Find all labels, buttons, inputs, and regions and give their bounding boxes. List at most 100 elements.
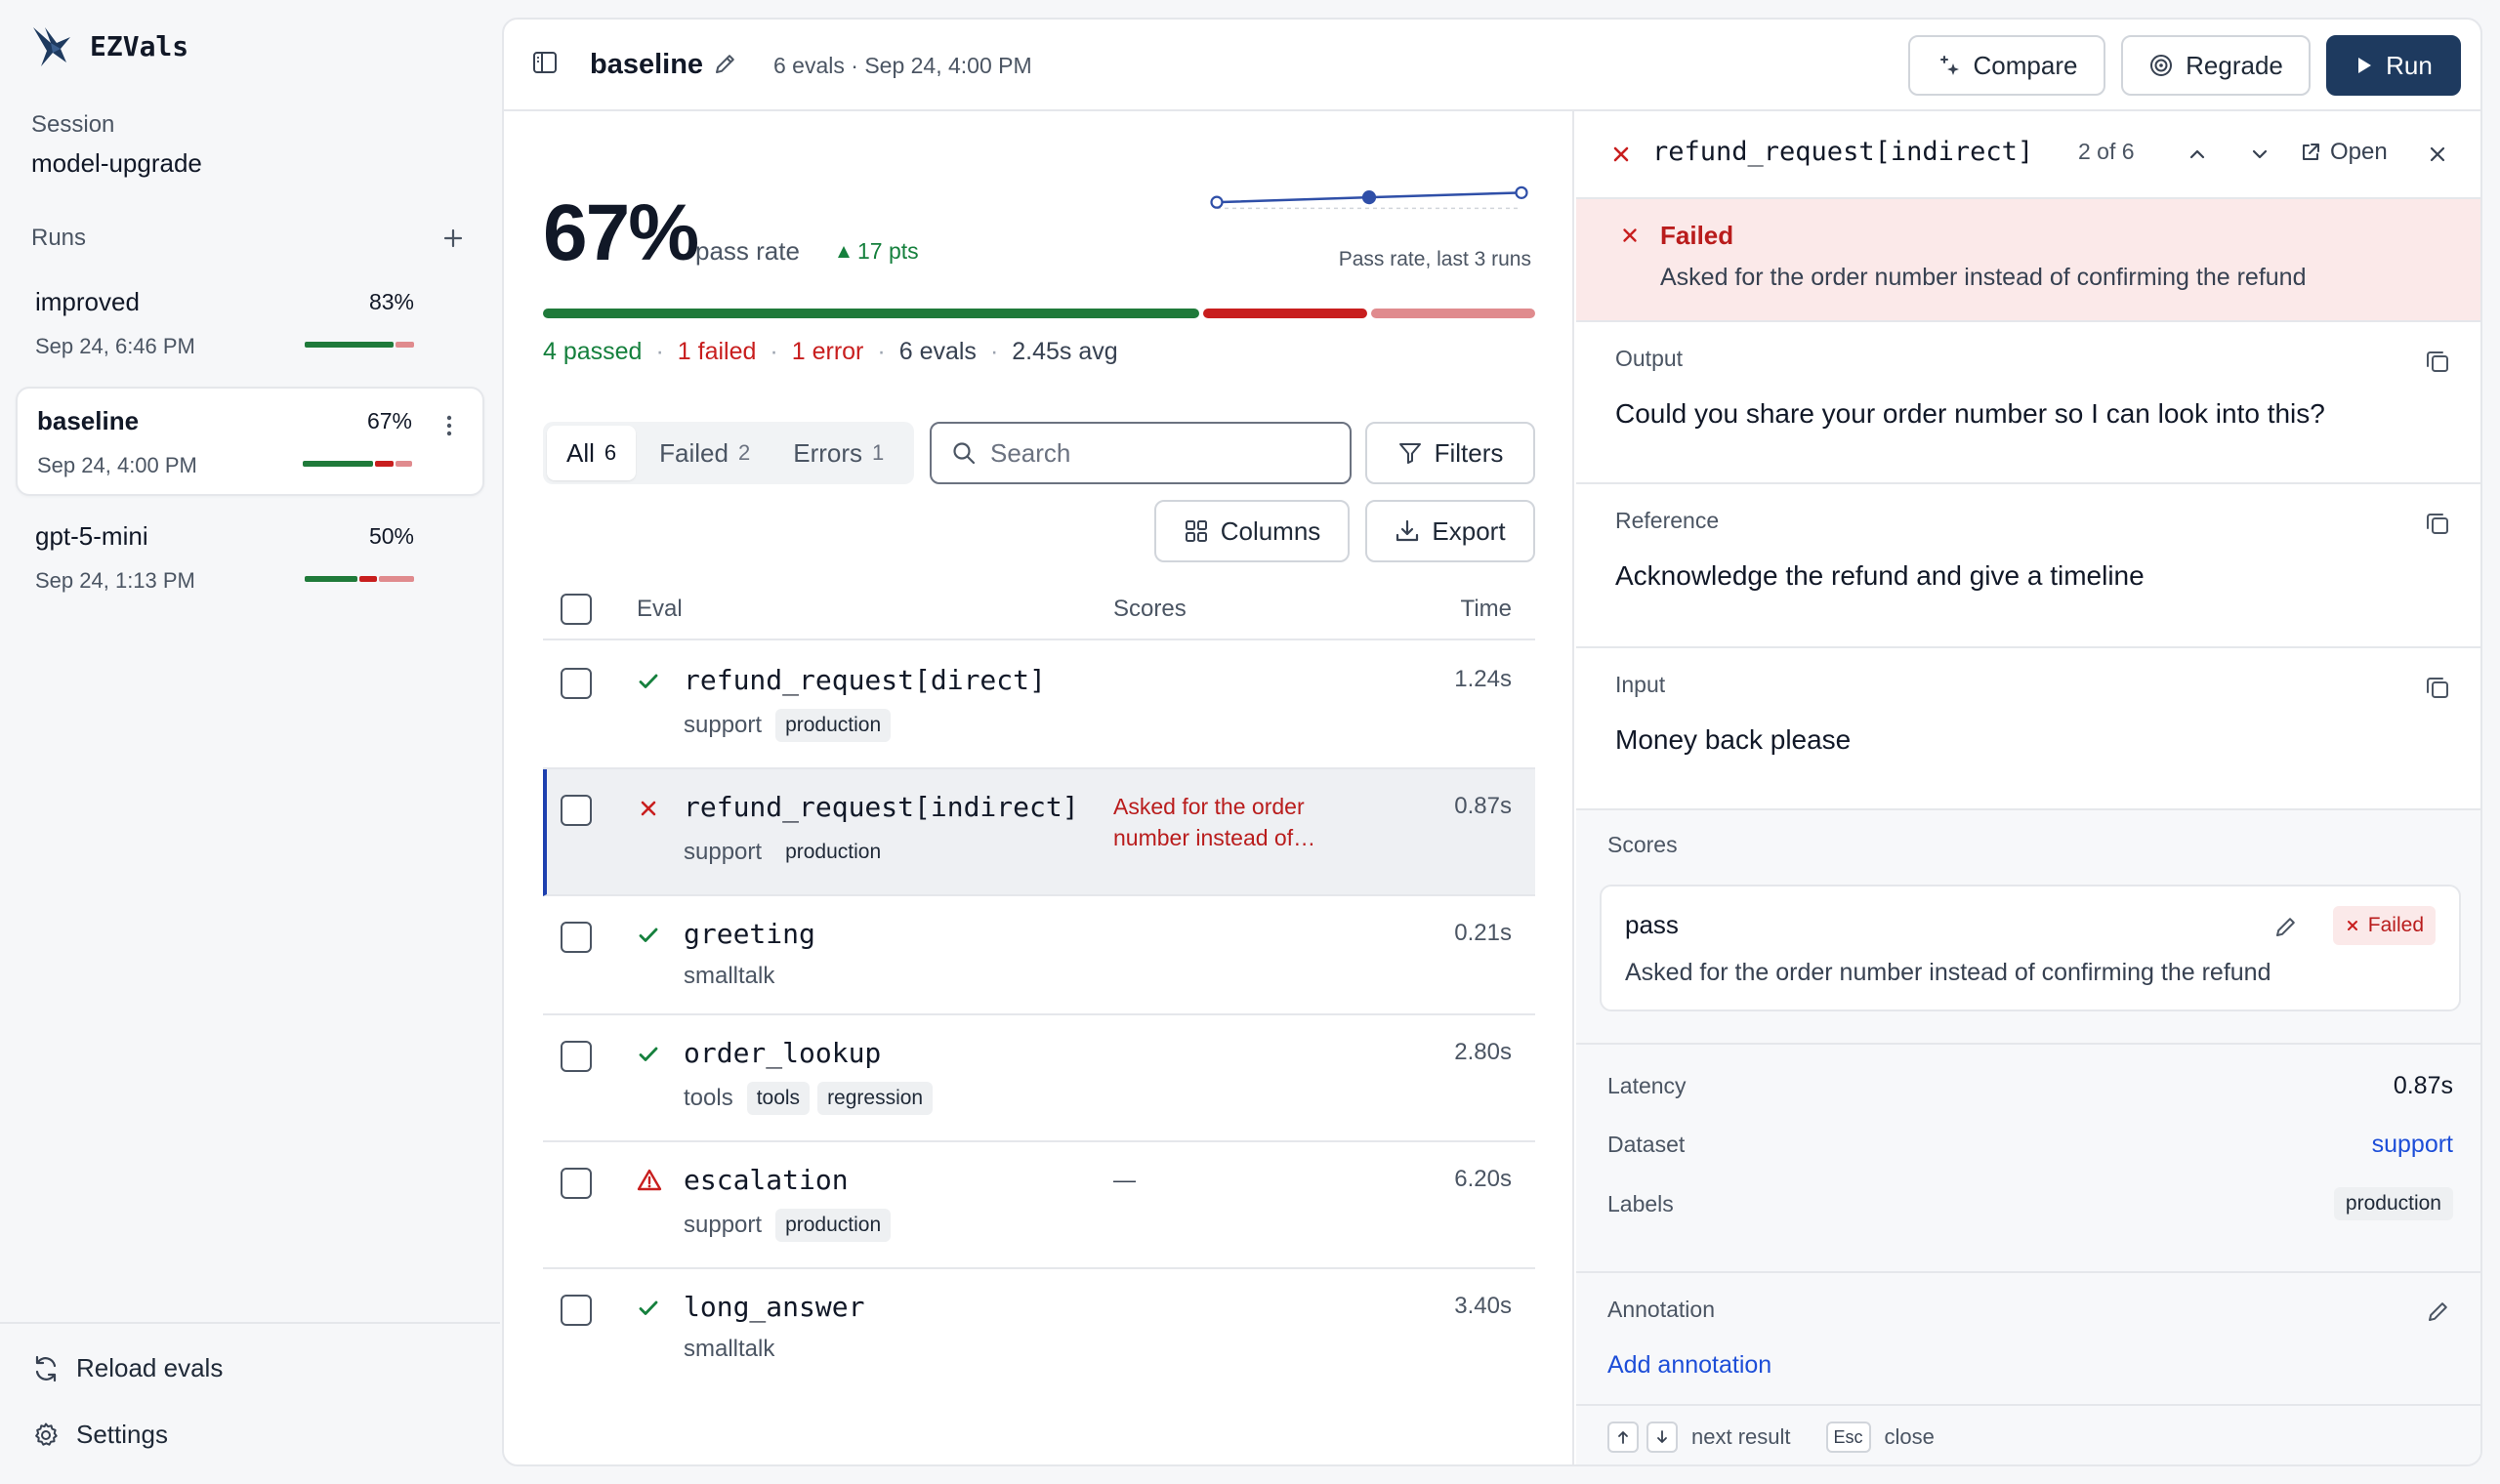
copy-reference-button[interactable] [2424, 510, 2451, 537]
export-button[interactable]: Export [1365, 500, 1535, 562]
labels-row: Labels production [1607, 1187, 2453, 1220]
copy-input-button[interactable] [2424, 674, 2451, 701]
arrow-down-icon [1657, 1430, 1667, 1443]
close-detail-button[interactable] [2426, 143, 2449, 166]
reference-value: Acknowledge the refund and give a timeli… [1615, 560, 2145, 591]
pencil-icon [2429, 1302, 2447, 1321]
run-pass-rate: 67% [366, 408, 412, 433]
run-bar-segment [305, 342, 395, 348]
dataset-name: smalltalk [684, 1336, 775, 1362]
toggle-sidebar-button[interactable] [531, 49, 559, 76]
eval-time: 6.20s [1454, 1166, 1512, 1192]
eval-time: 3.40s [1454, 1293, 1512, 1319]
eval-time: 0.21s [1454, 920, 1512, 946]
keyboard-hints: next result Esc close [1576, 1404, 2480, 1464]
run-button[interactable]: Run [2326, 35, 2461, 96]
filters-button[interactable]: Filters [1365, 422, 1535, 484]
eval-column-header[interactable]: Eval [637, 596, 683, 622]
session-name: model-upgrade [31, 148, 202, 178]
annotation-section: Annotation Add annotation [1576, 1271, 2480, 1408]
row-checkbox[interactable] [561, 1041, 592, 1072]
search-icon [953, 442, 976, 465]
pass-rate-delta: 17 pts [836, 238, 919, 265]
table-header: Eval Scores Time [543, 582, 1535, 640]
table-row[interactable]: escalation support production — 6.20s [543, 1142, 1535, 1269]
x-icon [1609, 143, 1633, 166]
run-bar-segment [305, 576, 357, 582]
settings-label: Settings [76, 1420, 168, 1449]
table-row[interactable]: order_lookup tools tools regression 2.80… [543, 1015, 1535, 1142]
sparkline-point [1515, 186, 1528, 199]
dataset-name: support [684, 839, 763, 865]
row-checkbox[interactable] [561, 1295, 592, 1326]
eval-tags: tools tools regression [684, 1082, 934, 1115]
run-item-improved[interactable]: improved 83% Sep 24, 6:46 PM [16, 269, 484, 379]
search-box [930, 422, 1352, 484]
table-row[interactable]: greeting smalltalk 0.21s [543, 896, 1535, 1015]
arrow-up-icon [1618, 1431, 1628, 1444]
eval-tags: smalltalk [684, 963, 774, 990]
annotation-label: Annotation [1607, 1297, 1715, 1322]
copy-output-button[interactable] [2424, 348, 2451, 375]
latency-value: 0.87s [2393, 1072, 2453, 1099]
export-label: Export [1432, 515, 1506, 546]
dataset-name: smalltalk [684, 963, 775, 989]
scores-column-header[interactable]: Scores [1113, 596, 1187, 622]
columns-button[interactable]: Columns [1154, 500, 1350, 562]
dataset-link[interactable]: support [2371, 1131, 2453, 1158]
arrow-up-key [1607, 1422, 1639, 1453]
regrade-button[interactable]: Regrade [2121, 35, 2311, 96]
table-row[interactable]: long_answer smalltalk 3.40s [543, 1269, 1535, 1388]
edit-score-button[interactable] [2273, 914, 2299, 939]
status-tabs: All 6 Failed 2 Errors 1 [543, 422, 914, 484]
close-hint: close [1884, 1424, 1935, 1449]
arrow-down-key [1646, 1422, 1678, 1453]
rename-run-button[interactable] [713, 51, 738, 76]
eval-tags: support production [684, 709, 892, 742]
label-chip: production [775, 709, 892, 742]
row-checkbox[interactable] [561, 795, 592, 826]
run-pass-bar [303, 461, 412, 467]
x-icon [2347, 921, 2357, 930]
run-item-baseline[interactable]: baseline 67% Sep 24, 4:00 PM [16, 387, 484, 496]
row-checkbox[interactable] [561, 922, 592, 953]
eval-tags: smalltalk [684, 1336, 774, 1363]
edit-annotation-button[interactable] [2426, 1298, 2451, 1324]
row-checkbox[interactable] [561, 668, 592, 699]
runs-label: Runs [31, 225, 87, 251]
pass-rate-sparkline [1210, 186, 1528, 210]
score-badge-label: Failed [2367, 914, 2424, 936]
next-result-button[interactable] [2248, 143, 2271, 166]
chevron-down-icon [2252, 149, 2268, 159]
status-banner: Failed Asked for the order number instea… [1576, 199, 2480, 322]
eval-name: refund_request[direct] [684, 664, 1046, 696]
tab-errors[interactable]: Errors 1 [773, 426, 903, 480]
open-label: Open [2330, 139, 2388, 165]
time-column-header[interactable]: Time [1460, 596, 1512, 622]
run-menu-button[interactable] [438, 410, 461, 441]
output-value: Could you share your order number so I c… [1615, 398, 2325, 429]
gear-icon [35, 1422, 58, 1446]
tab-failed[interactable]: Failed 2 [640, 426, 770, 480]
table-row[interactable]: refund_request[direct] support productio… [543, 642, 1535, 769]
select-all-checkbox[interactable] [561, 594, 592, 625]
compare-label: Compare [1973, 50, 2078, 80]
runs-header: Runs [31, 223, 469, 254]
row-checkbox[interactable] [561, 1168, 592, 1199]
run-item-gpt-5-mini[interactable]: gpt-5-mini 50% Sep 24, 1:13 PM [16, 504, 484, 613]
detail-title: refund_request[indirect] [1652, 137, 2034, 167]
search-input[interactable] [990, 437, 1322, 469]
reload-evals-button[interactable]: Reload evals [31, 1353, 223, 1383]
add-run-button[interactable] [438, 223, 469, 254]
table-row-selected[interactable]: refund_request[indirect] support product… [543, 769, 1535, 896]
previous-result-button[interactable] [2186, 143, 2209, 166]
separator-dot: · [989, 338, 999, 365]
compare-button[interactable]: Compare [1908, 35, 2105, 96]
settings-button[interactable]: Settings [31, 1420, 168, 1450]
tab-all[interactable]: All 6 [547, 426, 637, 480]
eval-name: order_lookup [684, 1037, 882, 1069]
add-annotation-link[interactable]: Add annotation [1607, 1351, 1772, 1379]
input-label: Input [1615, 672, 1666, 697]
open-result-button[interactable]: Open [2299, 139, 2388, 166]
download-icon [1396, 519, 1419, 542]
